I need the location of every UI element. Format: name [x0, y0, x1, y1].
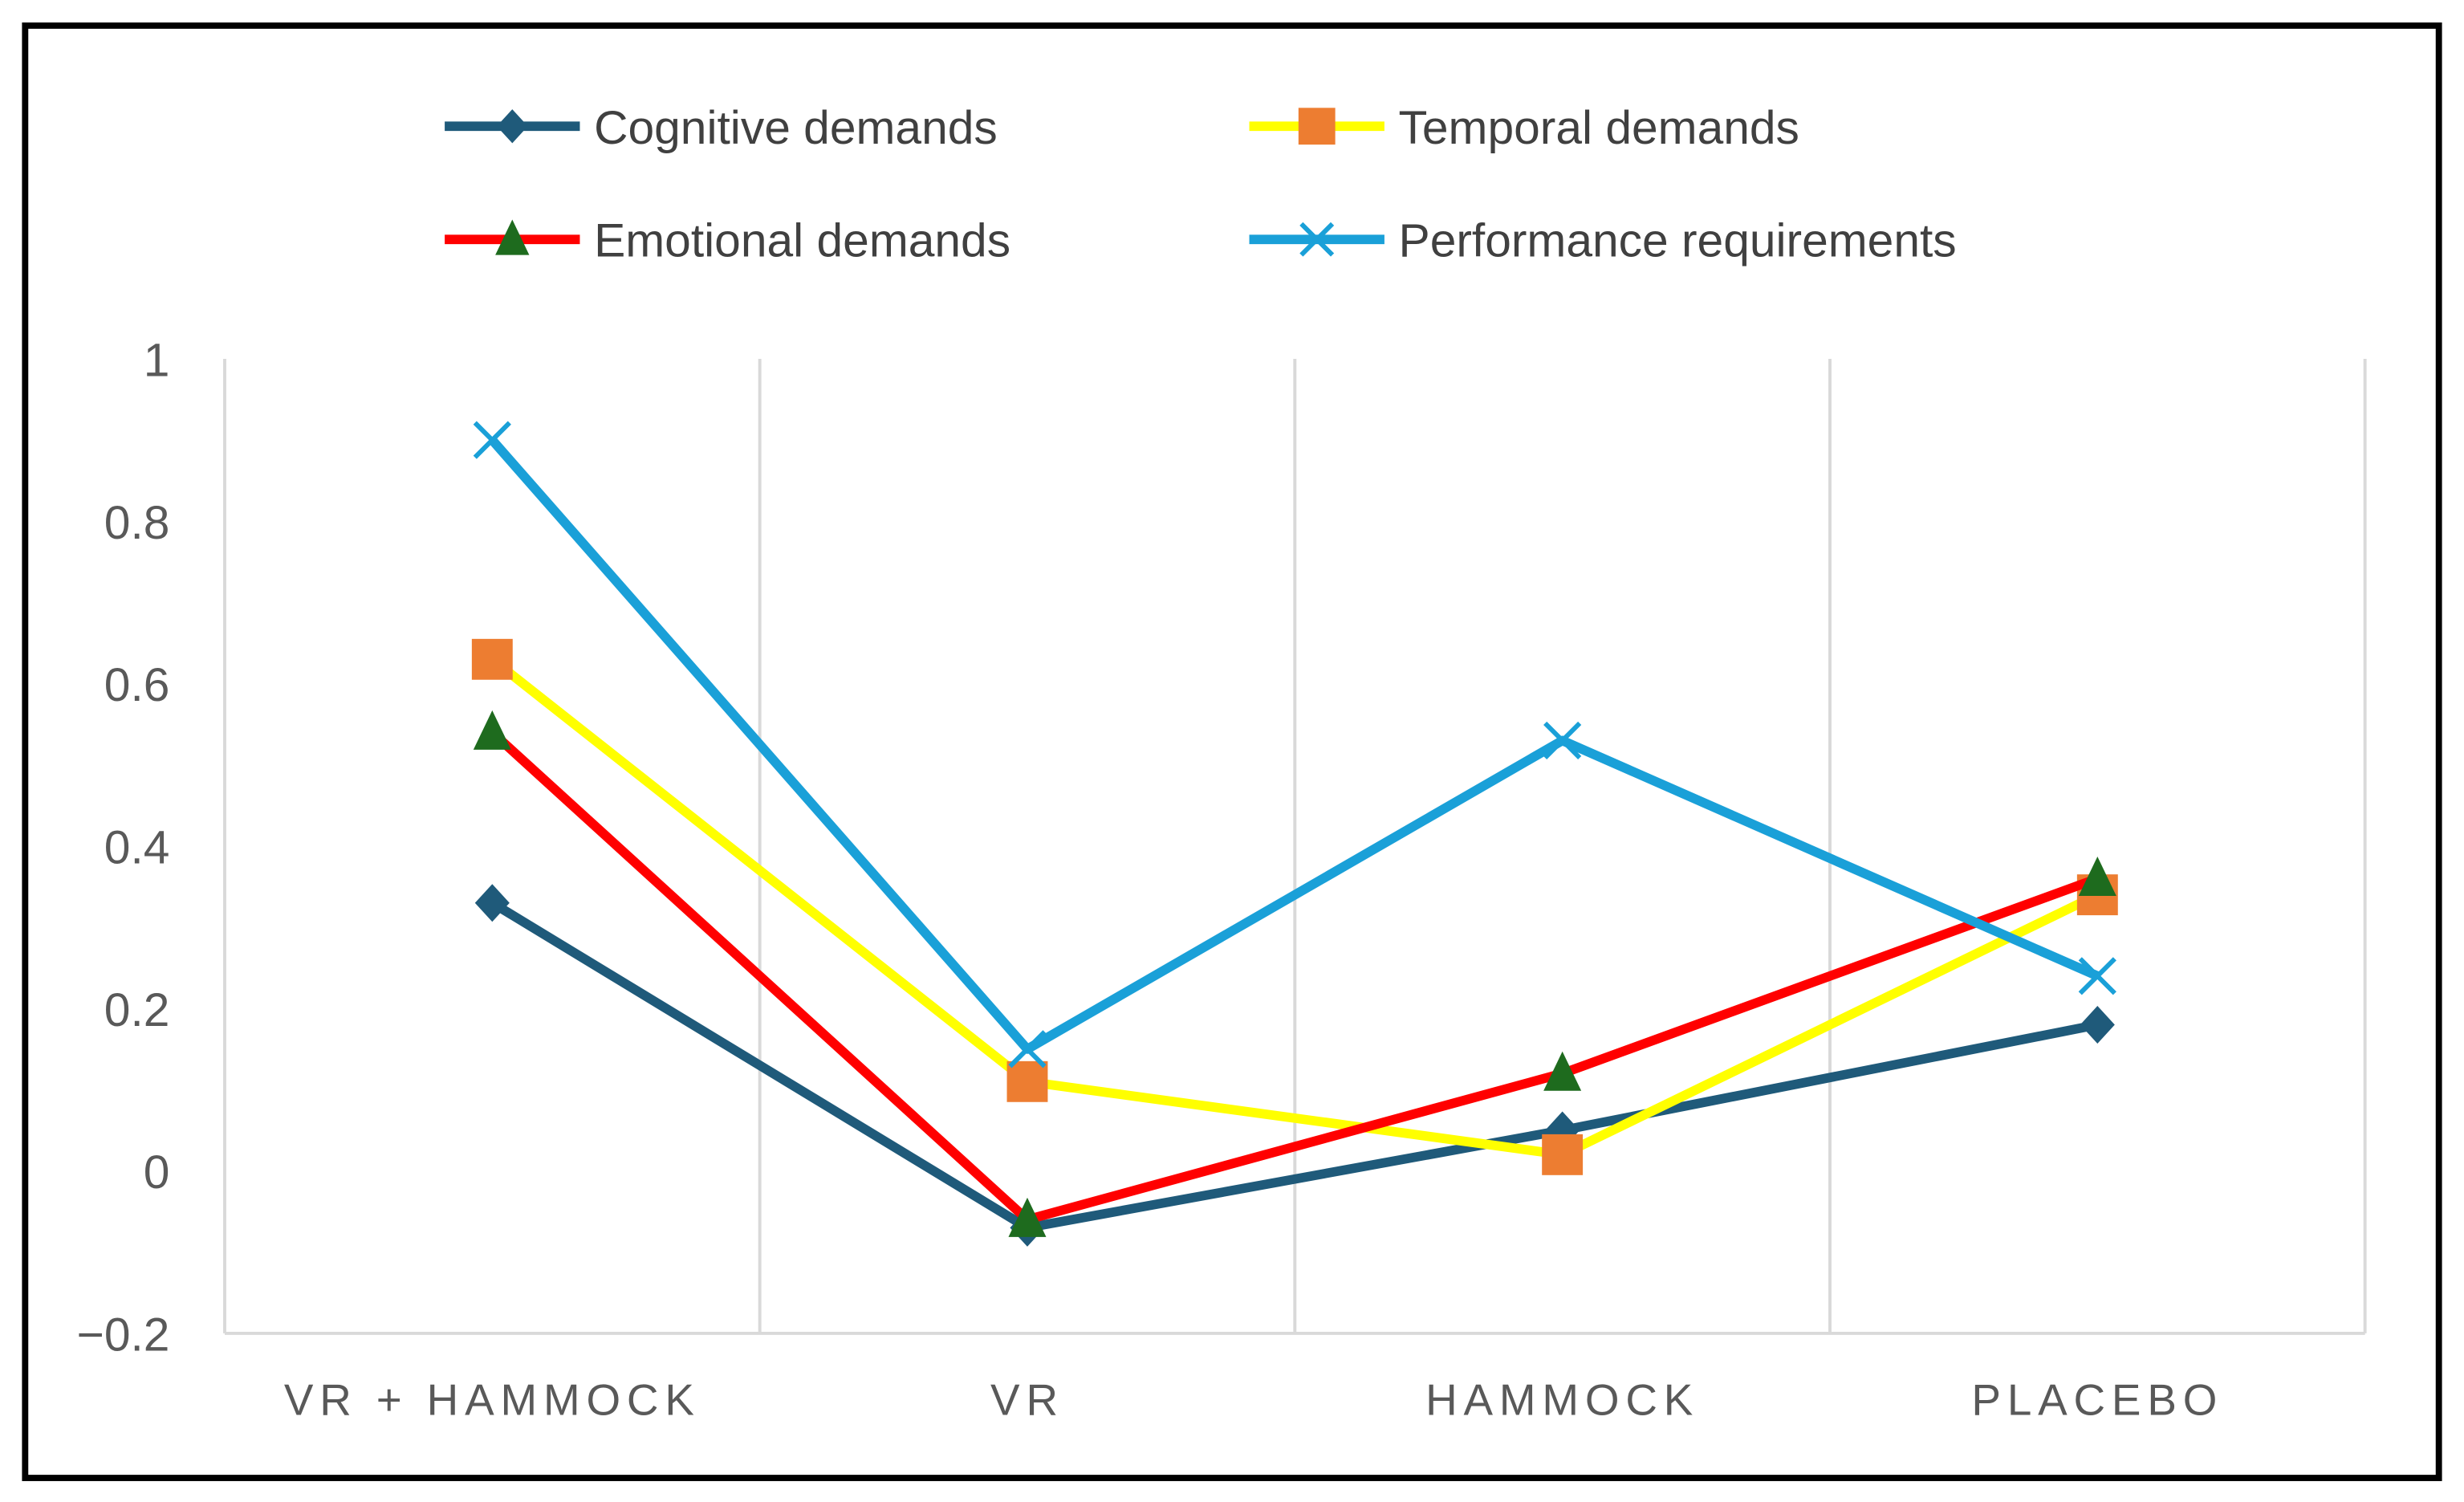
y-tick-label: 1 [144, 335, 170, 387]
series-lines [471, 421, 2118, 1247]
series-emotional-demands [473, 710, 2116, 1237]
series-line [489, 728, 2100, 1225]
diamond-marker [2080, 1006, 2115, 1044]
y-tick-label: 0 [144, 1146, 170, 1199]
x-category-label: PLACEBO [1971, 1375, 2223, 1425]
x-axis-categories: VR + HAMMOCK VR HAMMOCK PLACEBO [284, 1375, 2223, 1425]
gridlines [223, 359, 2367, 1335]
x-category-label: HAMMOCK [1425, 1375, 1699, 1425]
diamond-marker [496, 109, 528, 144]
legend-label: Emotional demands [594, 215, 1010, 267]
triangle-marker [473, 710, 511, 750]
triangle-marker [495, 219, 530, 255]
series-performance-requirements [473, 421, 2116, 1068]
y-tick-label: −0.2 [77, 1309, 170, 1361]
legend-label: Cognitive demands [594, 102, 998, 154]
x-marker [1008, 1030, 1047, 1068]
y-axis-ticks: −0.2 0 0.2 0.4 0.6 0.8 1 [77, 335, 170, 1362]
x-category-label: VR [990, 1375, 1064, 1425]
triangle-marker [1008, 1197, 1047, 1237]
x-marker [473, 421, 511, 459]
square-marker [471, 638, 513, 680]
series-line [488, 437, 2100, 1054]
legend-label: Performance requirements [1399, 215, 1957, 267]
y-tick-label: 0.8 [104, 497, 170, 549]
y-tick-label: 0.6 [104, 659, 170, 711]
legend-item: Performance requirements [1249, 215, 1957, 267]
x-category-label: VR + HAMMOCK [284, 1375, 701, 1425]
legend: Cognitive demands Temporal demands Emotion… [445, 102, 1957, 267]
square-marker [1006, 1060, 1048, 1102]
legend-item: Temporal demands [1249, 102, 1799, 154]
x-marker [1543, 721, 1582, 760]
y-tick-label: 0.4 [104, 821, 170, 873]
y-tick-label: 0.2 [104, 984, 170, 1036]
diamond-marker [474, 884, 510, 922]
series-line [489, 655, 2100, 1160]
legend-item: Emotional demands [445, 215, 1010, 267]
square-marker [1298, 108, 1336, 145]
triangle-marker [1543, 1051, 1582, 1091]
legend-item: Cognitive demands [445, 102, 998, 154]
x-marker [1299, 222, 1335, 257]
chart-frame [22, 22, 2442, 1481]
series-line [490, 898, 2099, 1233]
series-temporal-demands [471, 638, 2118, 1175]
square-marker [1542, 1134, 1584, 1175]
x-marker [2078, 957, 2116, 995]
triangle-marker [2078, 857, 2116, 896]
legend-label: Temporal demands [1399, 102, 1799, 154]
